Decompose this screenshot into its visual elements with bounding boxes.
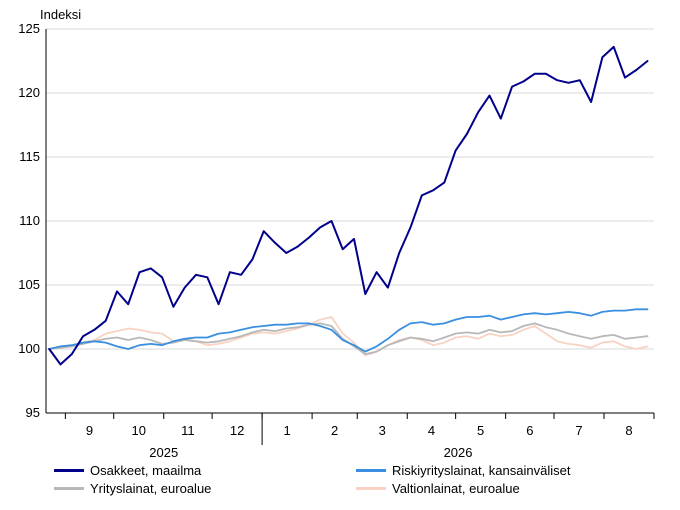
x-month-label-4: 4 (428, 423, 435, 438)
series-line-1 (48, 308, 649, 353)
legend-swatch-valtionlainat (356, 486, 386, 490)
x-month-label-11: 11 (181, 423, 195, 438)
x-year-label-2025: 2025 (149, 445, 178, 458)
legend-item-osakkeet: Osakkeet, maailma (54, 462, 201, 478)
x-month-label-5: 5 (477, 423, 484, 438)
legend-swatch-riskiyrityslainat (356, 468, 386, 472)
y-tick-label-125: 125 (18, 21, 40, 36)
legend-item-valtionlainat: Valtionlainat, euroalue (356, 480, 520, 496)
legend-swatch-yrityslainat (54, 486, 84, 490)
series-line-3 (48, 316, 649, 357)
legend-item-riskiyrityslainat: Riskiyrityslainat, kansainväliset (356, 462, 570, 478)
x-month-label-12: 12 (230, 423, 244, 438)
y-tick-label-100: 100 (18, 341, 40, 356)
x-month-label-7: 7 (575, 423, 582, 438)
y-axis-label: Indeksi (40, 7, 81, 22)
x-month-label-3: 3 (379, 423, 386, 438)
legend-label-valtionlainat: Valtionlainat, euroalue (392, 480, 520, 496)
legend-label-yrityslainat: Yrityslainat, euroalue (90, 480, 212, 496)
legend-item-yrityslainat: Yrityslainat, euroalue (54, 480, 211, 496)
y-tick-label-120: 120 (18, 85, 40, 100)
gridlines (46, 28, 654, 414)
legend-label-osakkeet: Osakkeet, maailma (90, 462, 202, 478)
x-month-label-8: 8 (625, 423, 632, 438)
x-month-label-10: 10 (131, 423, 145, 438)
legend-swatch-osakkeet (54, 468, 84, 472)
x-month-label-2: 2 (331, 423, 338, 438)
series-lines (48, 45, 649, 366)
x-month-label-6: 6 (526, 423, 533, 438)
x-year-label-2026: 2026 (444, 445, 473, 458)
y-tick-label-110: 110 (19, 213, 40, 228)
y-tick-label-115: 115 (19, 149, 40, 164)
y-tick-label-105: 105 (18, 277, 40, 292)
y-tick-label-95: 95 (26, 405, 40, 420)
series-line-0 (48, 45, 649, 366)
legend-label-riskiyrityslainat: Riskiyrityslainat, kansainväliset (392, 462, 571, 478)
x-month-label-1: 1 (283, 423, 290, 438)
legend: Osakkeet, maailma Riskiyrityslainat, kan… (0, 458, 680, 506)
x-month-label-9: 9 (86, 423, 93, 438)
